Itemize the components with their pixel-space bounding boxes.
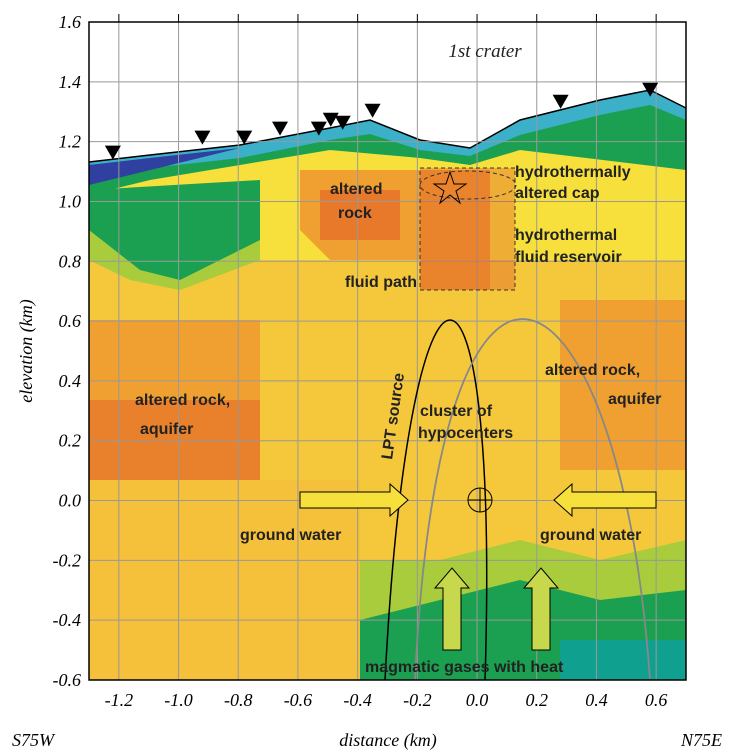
y-tick-label: 1.4: [59, 72, 82, 92]
right-end-label: N75E: [680, 730, 722, 750]
annotation: aquifer: [140, 421, 193, 438]
y-tick-label: 0.6: [59, 311, 82, 331]
chart: distance (km) elevation (km) S75W N75E -…: [0, 0, 733, 755]
x-tick-label: -0.8: [224, 690, 253, 710]
y-axis-label: elevation (km): [16, 299, 37, 402]
annotation: fluid reservoir: [515, 249, 622, 266]
x-tick-label: 0.6: [645, 690, 668, 710]
annotation: altered rock,: [135, 392, 230, 409]
annotation: altered: [330, 181, 382, 198]
y-tick-label: 1.2: [59, 132, 82, 152]
x-tick-label: -1.2: [105, 690, 134, 710]
x-tick-label: -0.4: [343, 690, 372, 710]
y-tick-label: 0.2: [59, 431, 82, 451]
annotation: hypocenters: [418, 425, 513, 442]
y-tick-label: 0.8: [59, 251, 82, 271]
x-tick-label: -0.2: [403, 690, 432, 710]
x-tick-label: -0.6: [284, 690, 313, 710]
y-tick-label: -0.4: [53, 610, 82, 630]
annotation: 1st crater: [448, 41, 522, 62]
annotation: rock: [338, 205, 372, 222]
left-end-label: S75W: [12, 730, 56, 750]
annotation: cluster of: [420, 403, 493, 420]
x-tick-label: 0.4: [585, 690, 608, 710]
annotation: fluid path: [345, 274, 417, 291]
y-tick-label: 0.4: [59, 371, 82, 391]
annotation: altered cap: [515, 185, 600, 202]
y-tick-label: -0.2: [53, 550, 82, 570]
annotation: hydrothermally: [515, 164, 631, 181]
y-tick-label: 1.0: [59, 191, 82, 211]
x-tick-label: -1.0: [164, 690, 193, 710]
annotation: aquifer: [608, 391, 661, 408]
x-axis-label: distance (km): [339, 730, 436, 751]
x-tick-label: 0.0: [466, 690, 489, 710]
y-tick-label: 0.0: [59, 491, 82, 511]
annotation: altered rock,: [545, 362, 640, 379]
y-tick-label: -0.6: [53, 670, 82, 690]
annotation: ground water: [540, 527, 641, 544]
annotation: ground water: [240, 527, 341, 544]
annotation: magmatic gases with heat: [365, 659, 564, 676]
x-tick-label: 0.2: [526, 690, 549, 710]
y-tick-label: 1.6: [59, 12, 82, 32]
annotation: hydrothermal: [515, 227, 617, 244]
